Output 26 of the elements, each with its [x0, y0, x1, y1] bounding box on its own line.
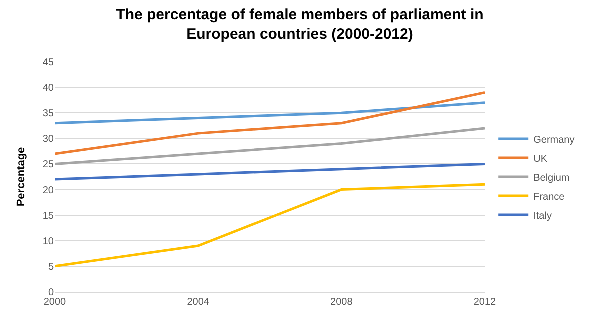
y-tick-label: 25 [42, 160, 54, 171]
y-tick-label: 15 [42, 210, 54, 222]
line-series [55, 127, 485, 166]
y-axis-title: Percentage [16, 147, 28, 207]
line-series [55, 91, 485, 156]
legend-label: Belgium [534, 172, 570, 184]
legend-label: UK [534, 154, 548, 165]
line-series [55, 162, 485, 181]
line-series [55, 102, 485, 125]
y-tick-label: 40 [42, 83, 54, 94]
x-tick-label: 2000 [44, 297, 67, 308]
legend-label: France [534, 192, 566, 203]
x-tick-label: 2008 [330, 297, 354, 308]
y-tick-label: 10 [42, 236, 54, 248]
legend-label: Italy [534, 210, 552, 222]
line-series [55, 183, 485, 268]
chart-title: The percentage of female members of parliament in European countries (2000-2012) [116, 6, 484, 43]
y-tick-label: 0 [48, 288, 54, 298]
x-tick-label: 2004 [187, 297, 210, 308]
y-tick-label: 20 [42, 185, 54, 196]
x-tick-label: 2012 [474, 297, 497, 308]
y-tick-label: 45 [42, 58, 54, 68]
y-tick-label: 5 [48, 262, 54, 273]
y-tick-label: 30 [42, 134, 54, 146]
y-tick-label: 35 [42, 108, 54, 120]
legend-label: Germany [534, 134, 575, 146]
